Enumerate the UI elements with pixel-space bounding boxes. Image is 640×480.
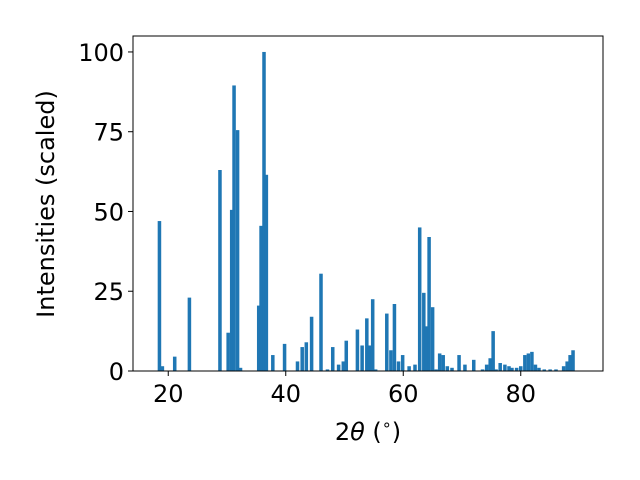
bar [561, 366, 566, 371]
bar [424, 326, 429, 371]
x-axis: 20 40 60 80 [153, 371, 536, 408]
bar [491, 331, 495, 371]
bar [457, 355, 461, 371]
bar [427, 237, 431, 371]
x-tick-label: 40 [270, 380, 301, 408]
y-tick-label: 100 [78, 39, 124, 67]
bar [282, 343, 287, 371]
bar [396, 361, 401, 371]
bar [417, 227, 422, 371]
bar [365, 318, 369, 371]
bar [309, 316, 314, 371]
bar [533, 364, 538, 371]
y-axis: 0 25 50 75 100 [78, 39, 133, 386]
x-tick-label: 60 [388, 380, 419, 408]
x-axis-label-part: θ [350, 418, 365, 446]
bar [422, 292, 426, 371]
bar [480, 369, 485, 371]
bar [510, 367, 514, 371]
bar [437, 353, 442, 371]
bar [157, 221, 162, 371]
x-axis-label-part: ( [365, 418, 382, 446]
bar [232, 85, 236, 371]
bar [238, 367, 243, 371]
bar [507, 366, 511, 371]
bar [226, 332, 230, 371]
bar [300, 347, 304, 371]
bar [187, 297, 192, 371]
bar [413, 364, 417, 371]
bar [518, 366, 523, 371]
y-tick-label: 25 [93, 278, 124, 306]
bar [488, 358, 492, 371]
x-axis-label: 2θ (∘) [335, 415, 401, 446]
bar [368, 345, 372, 371]
bar [325, 369, 330, 371]
bar [330, 347, 335, 371]
bar [494, 369, 498, 371]
bar [218, 170, 222, 371]
x-axis-label-part: 2 [335, 418, 350, 446]
bar [355, 329, 360, 371]
bar [463, 364, 467, 371]
bar [304, 342, 309, 371]
bar [264, 174, 269, 371]
bar [445, 366, 450, 371]
bars [157, 51, 575, 371]
bar [548, 369, 552, 371]
bar [526, 353, 531, 371]
y-axis-label: Intensities (scaled) [32, 90, 60, 318]
bar [434, 369, 438, 371]
bar [344, 340, 349, 371]
bar [554, 369, 558, 371]
plot-frame [132, 35, 604, 372]
bar [441, 355, 445, 371]
bar [229, 209, 234, 371]
bar [542, 369, 547, 371]
bar [235, 130, 240, 371]
bar [430, 307, 435, 371]
bar [360, 345, 364, 371]
bar [295, 361, 300, 371]
x-axis-label-part: ) [392, 418, 401, 446]
bar [256, 305, 261, 371]
bar [319, 273, 323, 371]
bar [389, 350, 393, 371]
bar [172, 356, 177, 371]
bar [565, 361, 569, 371]
y-tick-label: 75 [93, 119, 124, 147]
bar [571, 350, 575, 371]
bar [568, 355, 572, 371]
bar [523, 355, 527, 371]
bar [385, 313, 389, 371]
bar [160, 366, 165, 371]
bar [530, 351, 534, 371]
x-tick-label: 80 [505, 380, 536, 408]
bar [400, 355, 405, 371]
bar [271, 355, 275, 371]
bar [392, 304, 397, 371]
bar [262, 51, 266, 371]
bar [484, 364, 489, 371]
bar [407, 366, 411, 371]
bar [341, 361, 346, 371]
bar [503, 364, 507, 371]
x-tick-label: 20 [153, 380, 184, 408]
y-tick-label: 0 [109, 358, 124, 386]
bar [514, 367, 519, 371]
bar [537, 367, 541, 371]
bar [259, 225, 263, 371]
bar [336, 364, 341, 371]
bar [471, 359, 476, 371]
bar [370, 299, 375, 371]
y-tick-label: 50 [93, 198, 124, 226]
bar [498, 363, 502, 371]
x-axis-label-part: ∘ [382, 415, 392, 434]
bar [450, 367, 454, 371]
bar [373, 369, 378, 371]
